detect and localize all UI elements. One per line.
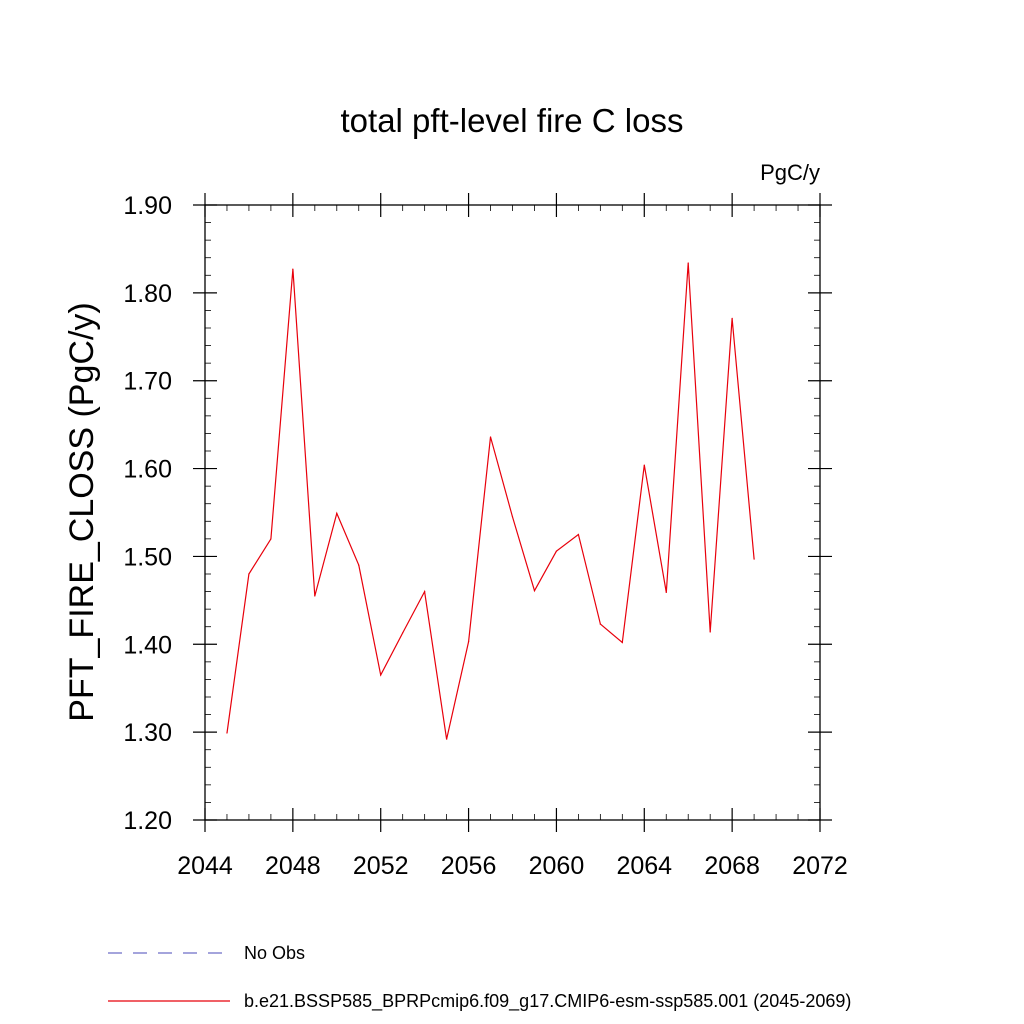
- x-tick-label: 2064: [616, 852, 672, 880]
- y-tick-label: 1.30: [123, 719, 172, 747]
- y-tick-label: 1.50: [123, 543, 172, 571]
- series-point: [511, 516, 514, 518]
- series-point: [489, 436, 492, 438]
- series-point: [709, 631, 711, 633]
- series-point: [599, 623, 601, 625]
- series-point: [533, 590, 536, 592]
- series-point: [621, 641, 623, 644]
- x-tick-label: 2048: [265, 852, 321, 880]
- x-tick-label: 2068: [704, 852, 760, 880]
- series-point: [753, 558, 755, 560]
- series-point: [226, 732, 228, 734]
- y-tick-label: 1.40: [123, 631, 172, 659]
- series-point: [643, 464, 645, 466]
- legend-label-no-obs: No Obs: [244, 943, 305, 963]
- axis-ticks: [193, 193, 832, 832]
- series-point: [314, 595, 316, 597]
- series-point: [292, 268, 294, 270]
- y-tick-label: 1.60: [123, 456, 172, 484]
- series-point: [424, 590, 426, 593]
- series-point: [402, 632, 404, 634]
- series-point: [467, 641, 470, 643]
- series-point: [577, 533, 579, 536]
- y-tick-label: 1.90: [123, 192, 172, 220]
- y-tick-labels: 1.20 1.30 1.40 1.50 1.60 1.70 1.80 1.90: [123, 192, 172, 835]
- series-point: [380, 674, 382, 676]
- series-layer: [226, 262, 755, 740]
- series-point: [358, 564, 360, 566]
- series-point: [336, 512, 338, 514]
- series-point: [248, 573, 250, 575]
- x-tick-labels: 2044 2048 2052 2056 2060 2064 2068 2072: [177, 852, 848, 880]
- x-tick-label: 2056: [441, 852, 497, 880]
- series-point: [446, 738, 448, 740]
- series-point: [687, 262, 689, 264]
- series-point: [555, 550, 558, 552]
- plot-frame: [204, 204, 821, 821]
- series-line: [226, 262, 755, 740]
- x-tick-label: 2044: [177, 852, 233, 880]
- x-tick-label: 2060: [529, 852, 585, 880]
- series-point: [665, 591, 667, 594]
- series-point: [731, 317, 733, 319]
- x-tick-label: 2052: [353, 852, 409, 880]
- x-tick-label: 2072: [792, 852, 848, 880]
- y-tick-label: 1.70: [123, 368, 172, 396]
- legend: No Obs b.e21.BSSP585_BPRPcmip6.f09_g17.C…: [108, 943, 851, 1012]
- legend-label-run: b.e21.BSSP585_BPRPcmip6.f09_g17.CMIP6-es…: [244, 991, 851, 1012]
- series-point: [270, 538, 272, 540]
- y-tick-label: 1.20: [123, 807, 172, 835]
- y-tick-label: 1.80: [123, 280, 172, 308]
- units-label: PgC/y: [760, 160, 820, 185]
- y-axis-label: PFT_FIRE_CLOSS (PgC/y): [63, 302, 101, 721]
- chart-title: total pft-level fire C loss: [341, 102, 684, 139]
